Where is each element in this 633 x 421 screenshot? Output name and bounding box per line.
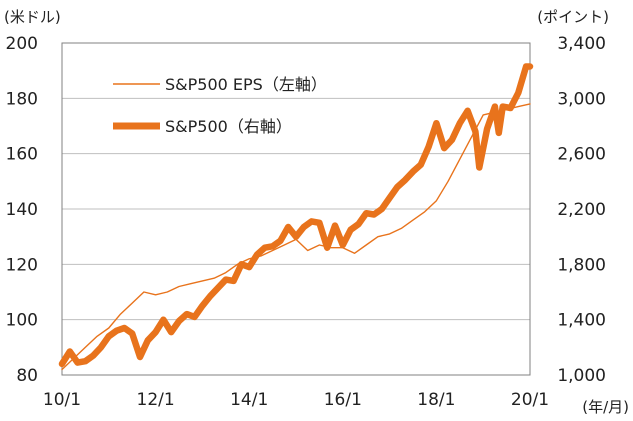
gridlines: [62, 97, 530, 321]
x-tick-label: 20/1: [511, 390, 549, 410]
right-tick-label: 2,200: [557, 200, 606, 220]
left-axis-unit: (米ドル): [4, 8, 61, 26]
left-tick-label: 100: [6, 311, 38, 331]
x-tick-label: 12/1: [137, 390, 175, 410]
right-tick-label: 1,000: [557, 366, 606, 386]
x-tick-label: 10/1: [43, 390, 81, 410]
plot-frame: [61, 42, 531, 376]
index-series-line: [58, 63, 534, 368]
left-tick-label: 160: [6, 145, 38, 165]
x-axis-unit: (年/月): [582, 398, 629, 416]
right-tick-label: 2,600: [557, 145, 606, 165]
right-axis-unit: (ポイント): [537, 8, 609, 26]
x-tick-label: 18/1: [417, 390, 455, 410]
legend: S&P500 EPS（左軸） S&P500（右軸）: [113, 75, 327, 136]
left-tick-label: 180: [6, 89, 38, 109]
right-tick-label: 1,400: [557, 311, 606, 331]
legend-eps-label: S&P500 EPS（左軸）: [165, 75, 327, 94]
series-layer: [58, 63, 534, 371]
right-tick-label: 3,000: [557, 89, 606, 109]
x-tick-label: 16/1: [324, 390, 362, 410]
left-tick-label: 140: [6, 200, 38, 220]
axis-ticks: 80 1,000 100 1,400 120 1,800 140 2,200 160 2,600 1…: [6, 34, 606, 410]
x-tick-label: 14/1: [230, 390, 268, 410]
left-tick-label: 80: [16, 366, 38, 386]
left-tick-label: 200: [6, 34, 38, 54]
left-tick-label: 120: [6, 255, 38, 275]
right-tick-label: 1,800: [557, 255, 606, 275]
right-tick-label: 3,400: [557, 34, 606, 54]
legend-index-label: S&P500（右軸）: [165, 117, 292, 136]
